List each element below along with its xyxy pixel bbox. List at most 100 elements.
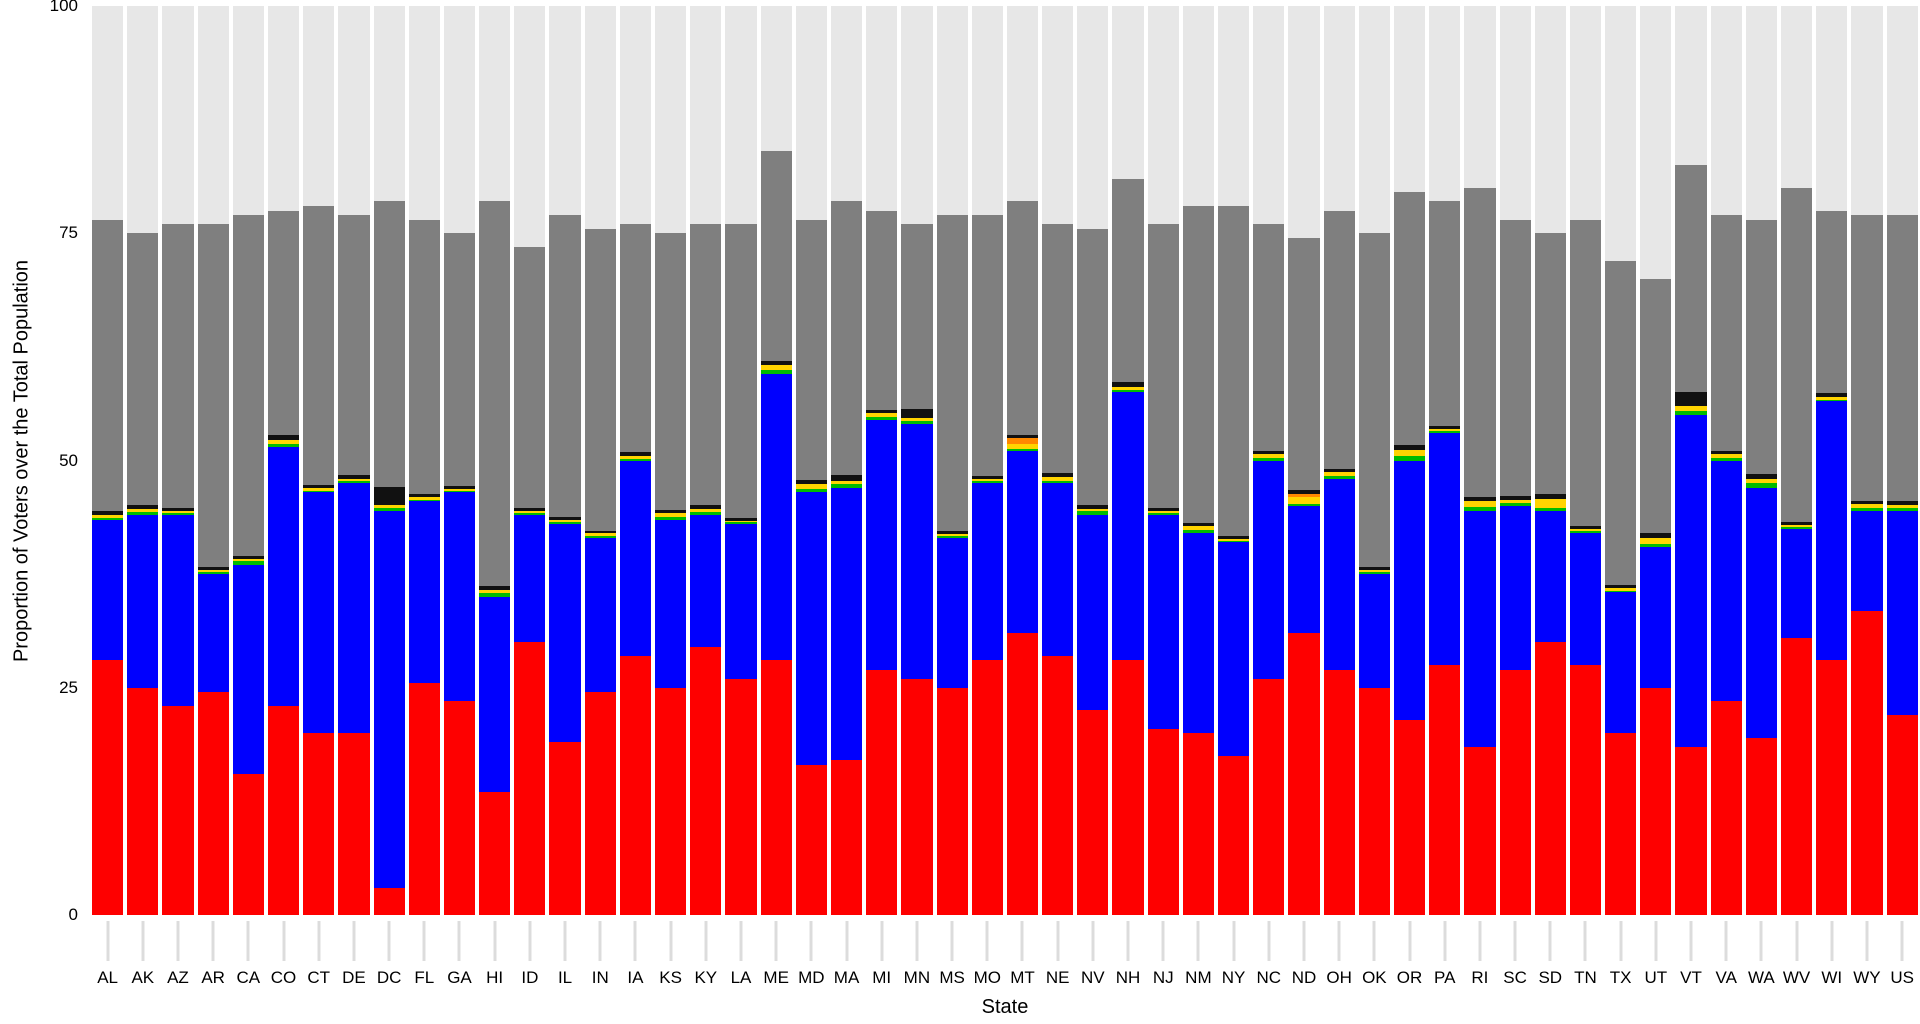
x-tick-label-wi: WI xyxy=(1821,968,1843,987)
x-tick-mark xyxy=(915,921,919,961)
segment-yellow xyxy=(866,413,898,417)
segment-green xyxy=(1006,448,1039,452)
x-tick-label-hi: HI xyxy=(486,968,504,987)
segment-red xyxy=(1358,687,1390,915)
segment-blue xyxy=(443,492,476,702)
x-tick-cell xyxy=(972,921,1003,961)
segment-green xyxy=(1675,411,1707,416)
segment-red xyxy=(1042,655,1074,915)
segment-nonvoter xyxy=(232,215,264,556)
x-tick-cell xyxy=(549,921,580,961)
segment-red xyxy=(443,701,476,915)
segment-nonvoter xyxy=(1464,187,1496,497)
segment-green xyxy=(690,512,722,516)
segment-blue xyxy=(830,487,863,761)
bar-ma xyxy=(830,6,863,915)
x-tick-label-ca: CA xyxy=(236,968,261,987)
segment-yellow xyxy=(760,365,792,370)
segment-nonvoter xyxy=(514,246,546,508)
x-tick-mark xyxy=(1654,921,1658,961)
segment-yellow xyxy=(1886,505,1918,508)
segment-red xyxy=(1393,719,1426,915)
segment-orange xyxy=(1006,437,1039,445)
bar-mn xyxy=(901,6,933,915)
x-tick-cell xyxy=(1112,921,1143,961)
bar-il xyxy=(549,6,581,915)
y-tick-label: 25 xyxy=(59,677,78,697)
x-tick-cell xyxy=(1500,921,1531,961)
segment-green xyxy=(1077,511,1109,516)
bar-ia xyxy=(619,6,651,915)
segment-nonvoter xyxy=(1182,206,1214,524)
segment-black xyxy=(162,507,194,511)
segment-blue xyxy=(408,501,440,684)
bar-or xyxy=(1393,6,1426,915)
segment-nonvoter xyxy=(1112,178,1144,383)
segment-black xyxy=(1534,494,1566,499)
x-tick-mark xyxy=(1302,921,1306,961)
bar-in xyxy=(584,6,616,915)
segment-yellow xyxy=(971,478,1003,482)
segment-nonvoter xyxy=(1569,219,1602,526)
segment-yellow xyxy=(232,558,264,562)
x-tick-cell xyxy=(1253,921,1284,961)
segment-yellow xyxy=(1710,454,1742,458)
bar-mt xyxy=(1006,6,1039,915)
bar-pa xyxy=(1429,6,1461,915)
x-tick-cell xyxy=(303,921,334,961)
x-tick-mark xyxy=(1091,921,1095,961)
segment-black xyxy=(866,409,898,414)
segment-yellow xyxy=(92,515,124,518)
x-tick-label-tx: TX xyxy=(1609,968,1632,987)
x-tick-label-az: AZ xyxy=(167,968,189,987)
x-tick-label-mt: MT xyxy=(1010,968,1035,987)
x-tick-cell xyxy=(937,921,968,961)
segment-nonvoter xyxy=(197,224,229,567)
segment-yellow xyxy=(1218,538,1250,541)
segment-green xyxy=(584,535,616,538)
x-tick-cell xyxy=(1007,921,1038,961)
segment-yellow xyxy=(1147,510,1179,514)
segment-red xyxy=(303,733,335,915)
segment-blue xyxy=(479,596,511,793)
bar-sd xyxy=(1534,6,1566,915)
x-tick-label-ky: KY xyxy=(694,968,718,987)
x-tick-cell xyxy=(1218,921,1249,961)
segment-red xyxy=(1816,660,1848,915)
x-tick-mark xyxy=(1056,921,1060,961)
segment-green xyxy=(1182,529,1214,534)
segment-nonvoter xyxy=(1816,210,1848,394)
segment-blue xyxy=(795,492,827,766)
x-tick-cell xyxy=(1183,921,1214,961)
segment-black xyxy=(1006,435,1039,438)
segment-red xyxy=(725,678,757,915)
x-tick-mark xyxy=(1795,921,1799,961)
x-tick-cell xyxy=(268,921,299,961)
segment-red xyxy=(1288,633,1320,915)
segment-nonvoter xyxy=(1358,233,1390,567)
segment-red xyxy=(795,765,827,915)
segment-blue xyxy=(1006,451,1039,634)
bar-wv xyxy=(1781,6,1813,915)
segment-nonvoter xyxy=(373,201,405,487)
x-tick-label-me: ME xyxy=(763,968,789,987)
x-tick-cell xyxy=(796,921,827,961)
segment-blue xyxy=(1569,533,1602,666)
segment-yellow xyxy=(408,496,440,500)
segment-red xyxy=(1499,669,1531,915)
segment-green xyxy=(936,535,968,538)
segment-green xyxy=(1147,513,1179,516)
segment-yellow xyxy=(1569,528,1602,532)
segment-blue xyxy=(725,524,757,679)
segment-yellow xyxy=(1182,525,1214,530)
y-tick-label: 0 xyxy=(68,905,78,924)
segment-nonvoter xyxy=(408,219,440,495)
y-axis: 0 25 50 75 100 xyxy=(44,0,84,924)
x-tick-label-or: OR xyxy=(1396,968,1423,987)
x-tick-mark xyxy=(352,921,356,961)
bar-az xyxy=(162,6,194,915)
segment-nonvoter xyxy=(1077,228,1109,506)
segment-red xyxy=(127,687,159,915)
segment-green xyxy=(1288,504,1320,506)
